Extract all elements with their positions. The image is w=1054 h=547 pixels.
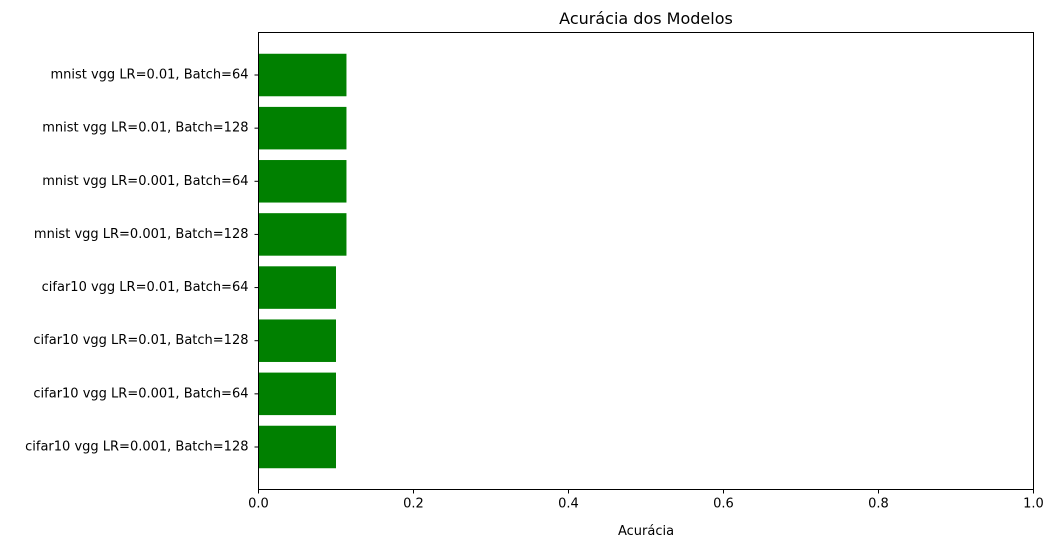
y-tick-label-3: mnist vgg LR=0.001, Batch=128: [34, 227, 249, 242]
bar-3: [258, 213, 347, 256]
y-tick-label-4: cifar10 vgg LR=0.01, Batch=64: [42, 280, 249, 295]
plot-frame: [258, 32, 1034, 490]
bar-0: [258, 53, 347, 97]
bar-7: [258, 425, 336, 469]
bar-5: [258, 319, 336, 362]
x-tick-label-1: 0.2: [403, 497, 424, 512]
y-tick-label-1: mnist vgg LR=0.01, Batch=128: [42, 121, 248, 136]
chart-title: Acurácia dos Modelos: [559, 9, 733, 28]
y-tick-label-0: mnist vgg LR=0.01, Batch=64: [50, 68, 248, 83]
x-axis-ticks: 0.0 0.2 0.4 0.6 0.8 1.0: [248, 489, 1044, 512]
bars-group: [258, 53, 347, 469]
y-tick-label-7: cifar10 vgg LR=0.001, Batch=128: [25, 439, 248, 454]
x-tick-label-4: 0.8: [868, 497, 889, 512]
y-tick-label-5: cifar10 vgg LR=0.01, Batch=128: [33, 333, 248, 348]
bar-1: [258, 106, 347, 150]
x-tick-label-5: 1.0: [1023, 497, 1044, 512]
bar-4: [258, 266, 336, 309]
y-axis-ticks: mnist vgg LR=0.01, Batch=64 mnist vgg LR=…: [25, 68, 259, 454]
y-tick-label-6: cifar10 vgg LR=0.001, Batch=64: [33, 386, 248, 401]
x-axis-label: Acurácia: [618, 524, 674, 539]
bar-2: [258, 160, 347, 203]
y-tick-label-2: mnist vgg LR=0.001, Batch=64: [42, 174, 248, 189]
x-tick-label-0: 0.0: [248, 497, 269, 512]
x-tick-label-3: 0.6: [713, 497, 734, 512]
x-tick-label-2: 0.4: [558, 497, 579, 512]
bar-6: [258, 372, 336, 416]
